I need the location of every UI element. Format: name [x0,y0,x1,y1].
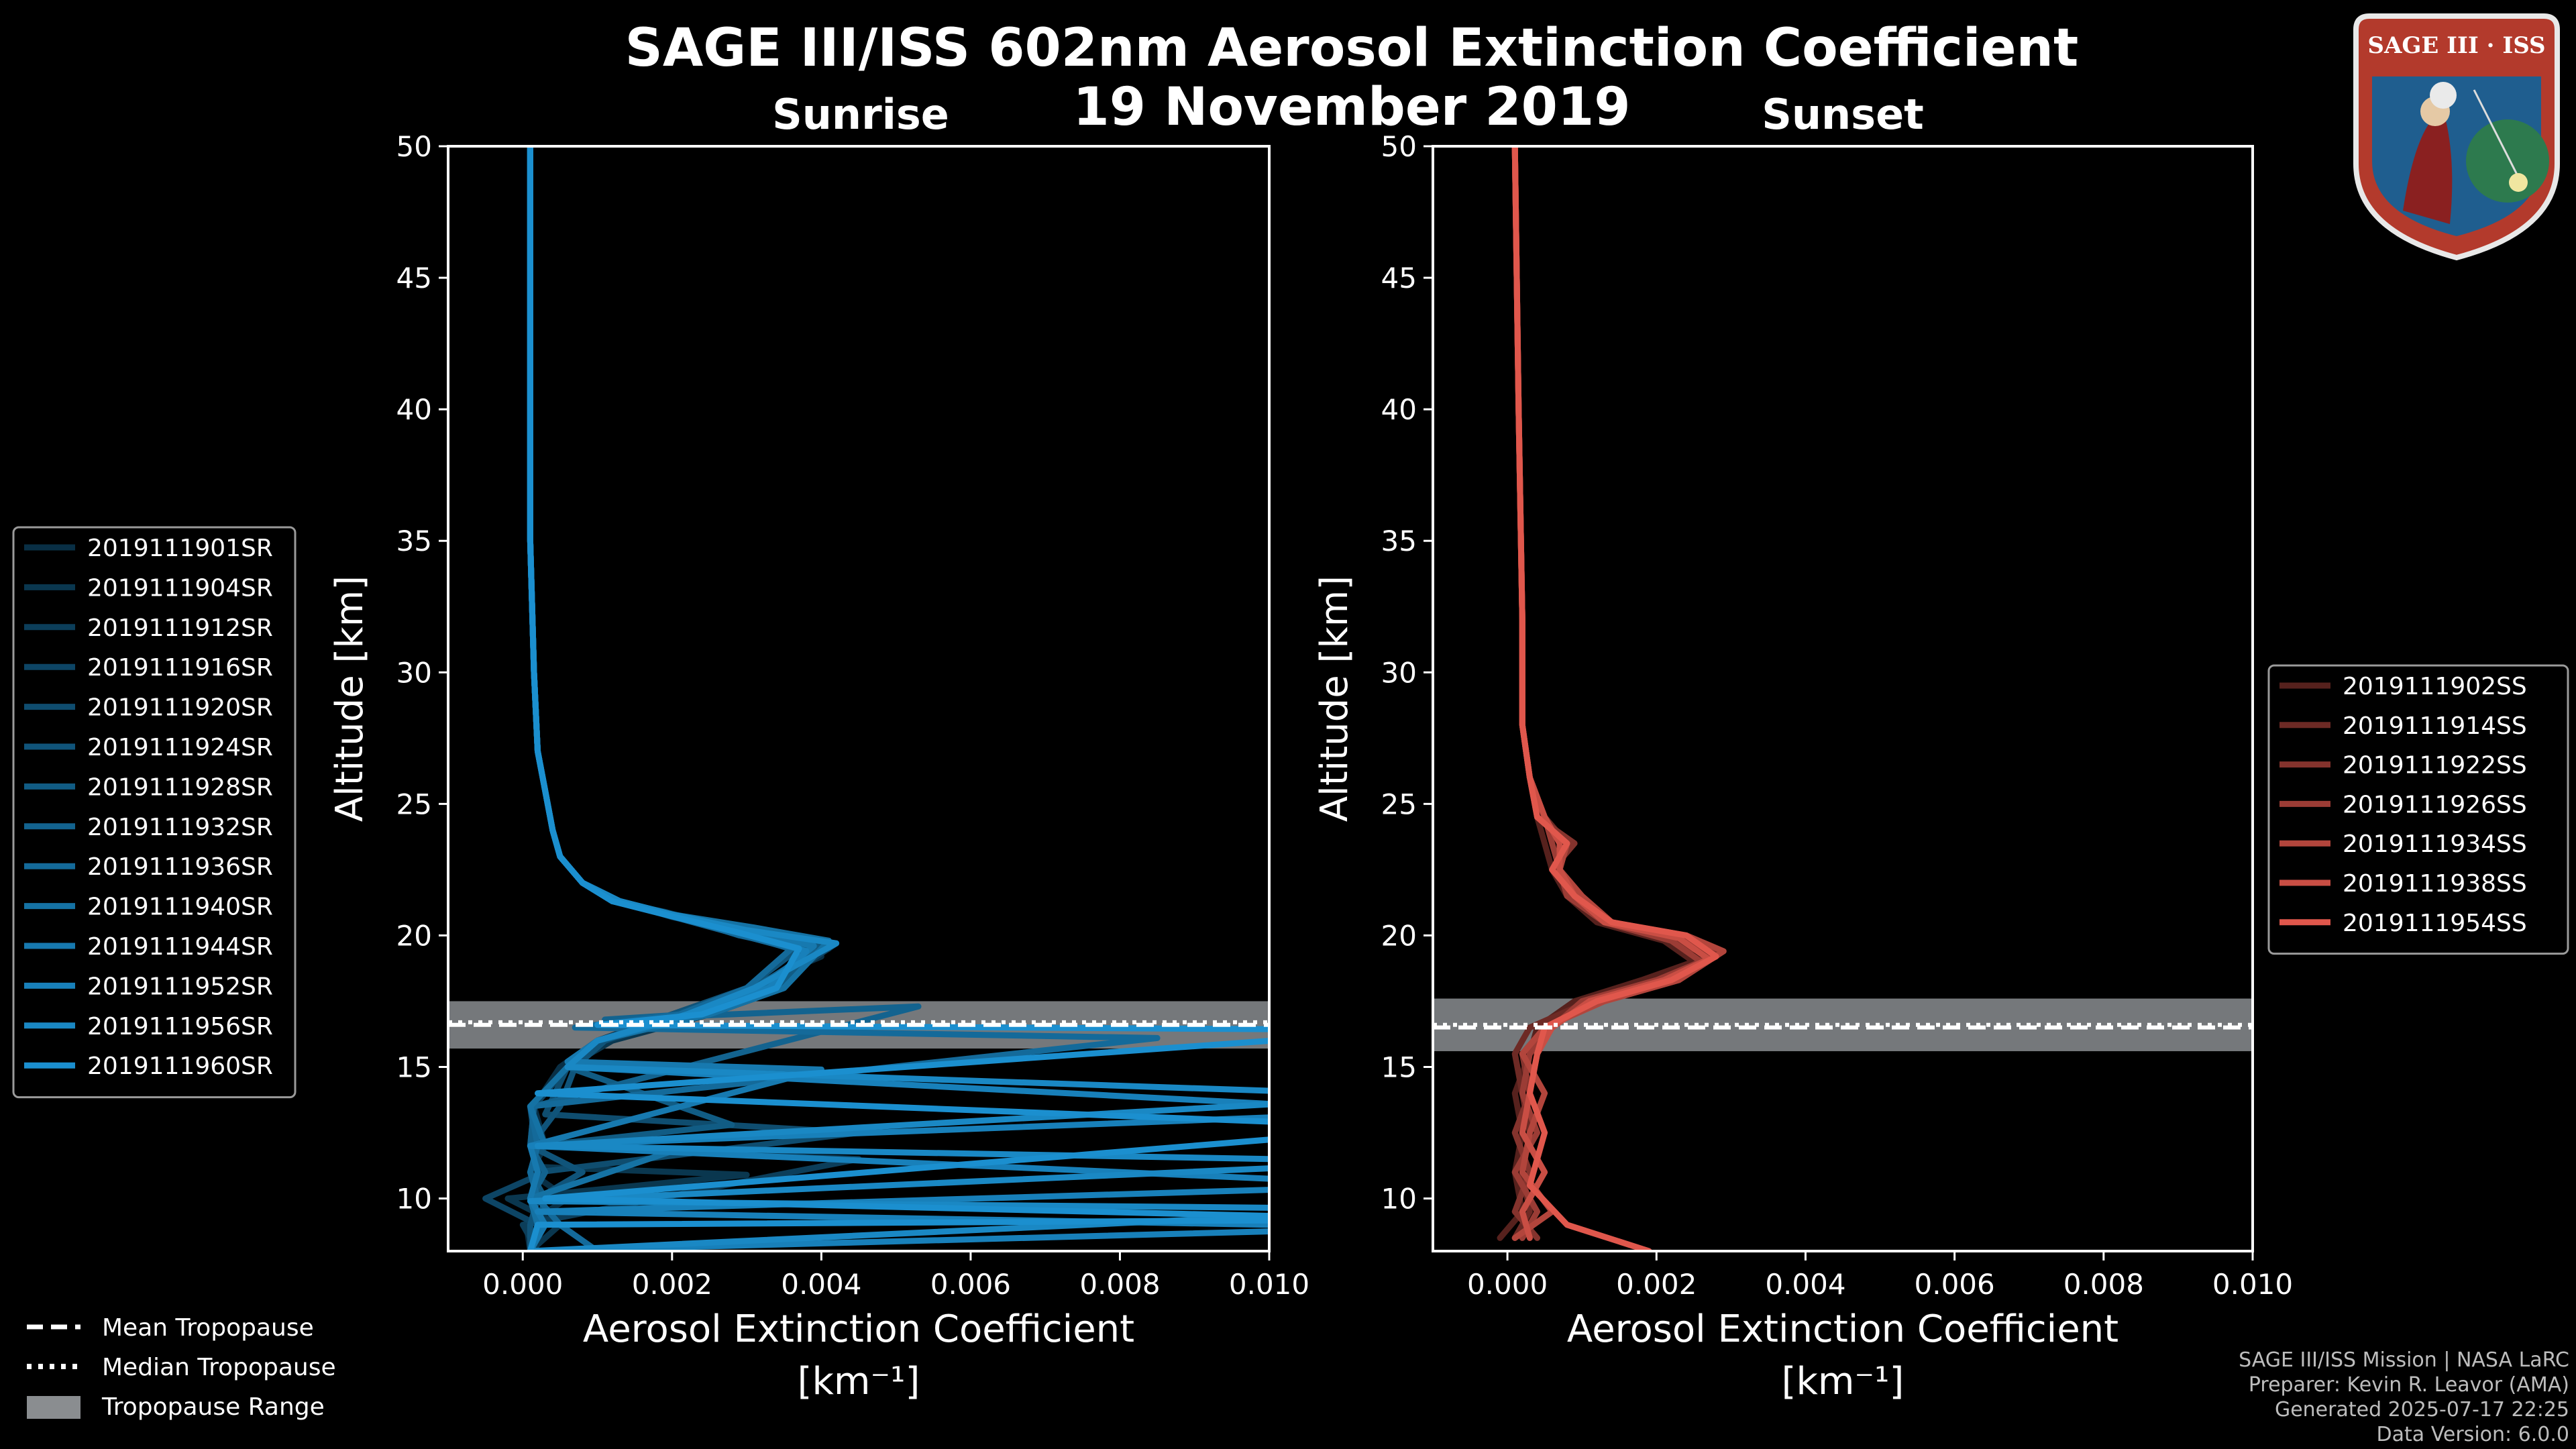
tropopause-legend: Mean Tropopause Median Tropopause Tropop… [27,1314,336,1421]
median-tropopause-label: Median Tropopause [102,1354,336,1381]
sunset-legend-label: 2019111922SS [2343,752,2527,780]
sunset-x-axis-unit: [km⁻¹] [1782,1360,1904,1403]
sunrise-axes-frame [447,145,1271,1252]
credit-data-version: Data Version: 6.0.0 [2377,1423,2569,1446]
sunset-xtick-label: 0.004 [1765,1268,1845,1301]
sunset-xtick-label: 0.008 [2063,1268,2144,1301]
sunset-legend-label: 2019111902SS [2343,673,2527,700]
sunrise-legend-box [12,526,297,1099]
sunset-legend-label: 2019111914SS [2343,712,2527,740]
sunrise-ytick-label: 10 [396,1183,432,1216]
sunrise-xtick-label: 0.004 [781,1268,861,1301]
sunrise-x-axis-unit: [km⁻¹] [798,1360,920,1403]
credit-mission: SAGE III/ISS Mission | NASA LaRC [2239,1348,2569,1372]
sunrise-legend-label: 2019111932SR [87,814,273,841]
sunrise-legend-label: 2019111940SR [87,894,273,921]
sunrise-ytick-label: 25 [396,788,432,820]
sunrise-x-axis-label: Aerosol Extinction Coefficient [583,1307,1134,1351]
sunrise-legend-label: 2019111944SR [87,933,273,961]
sunrise-ytick-label: 45 [396,262,432,294]
sunrise-legend-label: 2019111936SR [87,853,273,881]
sunset-legend-box [2267,664,2569,955]
sunrise-legend-label: 2019111928SR [87,773,273,801]
sunset-y-axis-label: Altitude [km] [1313,576,1356,822]
sunset-x-axis-label: Aerosol Extinction Coefficient [1567,1307,2118,1351]
sunset-ytick-label: 25 [1381,788,1417,820]
sunrise-ytick-label: 50 [396,130,432,163]
sunrise-ytick-label: 20 [396,919,432,952]
sunset-ytick-label: 35 [1381,525,1417,557]
sunrise-legend-label: 2019111916SR [87,654,273,682]
sunset-xtick-label: 0.000 [1467,1268,1548,1301]
logo-title: SAGE III · ISS [2367,32,2546,59]
sunrise-ytick-label: 35 [396,525,432,557]
sunset-series-line-2019111954SS [1511,146,1719,1251]
sunrise-ytick-label: 30 [396,656,432,689]
sunset-legend: 2019111902SS 2019111914SS 2019111922SS 2019… [2267,664,2569,955]
sunset-xtick-label: 0.002 [1616,1268,1697,1301]
credit-preparer: Preparer: Kevin R. Leavor (AMA) [2249,1373,2569,1397]
tropopause-range-label: Tropopause Range [101,1393,325,1421]
sunset-legend-label: 2019111954SS [2343,910,2527,937]
sunrise-panel: Sunrise 10 15 20 25 30 35 40 45 50 0.000 0.002 0.004… [328,90,1309,1403]
sunset-ytick-label: 20 [1381,919,1417,952]
sunrise-legend-label: 2019111952SR [87,973,273,1000]
sunrise-xtick-label: 0.000 [482,1268,563,1301]
sunrise-xtick-label: 0.008 [1079,1268,1160,1301]
mean-tropopause-label: Mean Tropopause [102,1314,314,1342]
sunset-ytick-label: 10 [1381,1183,1417,1216]
sunrise-legend-label: 2019111960SR [87,1053,273,1080]
sunrise-series-group [482,146,1269,1251]
sunrise-y-axis-label: Altitude [km] [328,576,372,822]
tropopause-range-swatch [27,1396,80,1419]
sunset-ytick-label: 50 [1381,130,1417,163]
sunrise-legend-label: 2019111912SR [87,614,273,642]
sunset-axes-frame [1432,145,2254,1252]
sunrise-xtick-label: 0.002 [632,1268,712,1301]
sunset-ytick-label: 45 [1381,262,1417,294]
sunset-ytick-label: 15 [1381,1051,1417,1084]
sunset-legend-label: 2019111934SS [2343,830,2527,858]
sunset-series-group [1497,146,1727,1251]
sunset-legend-label: 2019111938SS [2343,870,2527,898]
sunrise-legend-label: 2019111924SR [87,734,273,761]
sunset-ytick-label: 30 [1381,656,1417,689]
sunrise-ytick-label: 15 [396,1051,432,1084]
sunrise-xtick-label: 0.006 [930,1268,1011,1301]
sunrise-legend-label: 2019111904SR [87,574,273,602]
figure-date: 19 November 2019 [1073,77,1630,138]
sunset-xtick-label: 0.006 [1915,1268,1995,1301]
credits: SAGE III/ISS Mission | NASA LaRC Prepare… [2239,1348,2569,1446]
sunset-panel: Sunset 10 15 20 25 30 35 40 45 50 0.000 0.002 0.004 0… [1313,90,2293,1403]
figure-title: SAGE III/ISS 602nm Aerosol Extinction Co… [625,18,2079,78]
sunrise-ytick-label: 40 [396,393,432,426]
credit-generated: Generated 2025-07-17 22:25 [2275,1398,2569,1421]
sunset-xtick-label: 0.010 [2212,1268,2293,1301]
sunrise-xtick-label: 0.010 [1229,1268,1309,1301]
sunrise-legend: 2019111901SR 2019111904SR 2019111912SR 2019… [12,526,297,1099]
sunset-subplot-title: Sunset [1762,90,1924,139]
sunrise-legend-label: 2019111901SR [87,535,273,562]
sage-mission-logo: SAGE III · ISS [2343,9,2571,264]
sunrise-subplot-title: Sunrise [772,90,949,139]
sunrise-legend-label: 2019111920SR [87,694,273,722]
sunrise-series-line-2019111960SR [527,146,1269,1251]
sunset-ytick-label: 40 [1381,393,1417,426]
sunrise-legend-label: 2019111956SR [87,1013,273,1040]
sunset-legend-label: 2019111926SS [2343,791,2527,818]
